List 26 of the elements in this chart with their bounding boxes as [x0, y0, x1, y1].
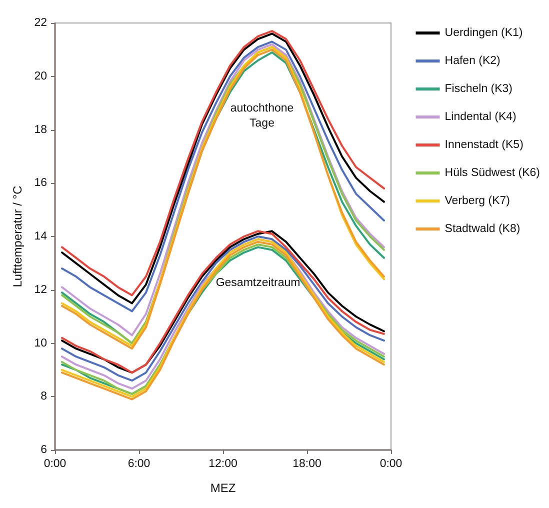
- legend-label: Hafen (K2): [444, 55, 501, 67]
- legend-label: Stadtwald (K8): [444, 223, 520, 235]
- x-tick-label: 0:00: [380, 458, 402, 470]
- x-tick-label: 6:00: [128, 458, 150, 470]
- x-axis-title: MEZ: [210, 481, 236, 495]
- y-tick-label: 16: [34, 177, 47, 190]
- legend-label: Verberg (K7): [444, 195, 510, 207]
- y-tick-label: 18: [34, 124, 47, 136]
- y-axis-title: Lufttemperatur / °C: [10, 185, 24, 288]
- x-tick-label: 18:00: [292, 458, 322, 470]
- y-tick-label: 22: [34, 17, 47, 29]
- y-tick-label: 10: [34, 337, 47, 350]
- legend-label: Innenstadt (K5): [444, 139, 524, 151]
- legend-label: Hüls Südwest (K6): [444, 167, 540, 179]
- legend-label: Uerdingen (K1): [444, 27, 523, 39]
- y-tick-label: 12: [34, 284, 47, 296]
- y-tick-label: 6: [40, 444, 47, 456]
- annotation: Gesamtzeitraum: [216, 277, 300, 289]
- legend-label: Lindental (K4): [444, 111, 517, 123]
- annotation: autochthone Tage: [230, 102, 294, 130]
- y-tick-label: 14: [34, 230, 48, 242]
- legend-label: Fischeln (K3): [444, 83, 513, 95]
- y-tick-label: 20: [34, 70, 47, 82]
- x-tick-label: 0:00: [44, 458, 66, 470]
- y-tick-label: 8: [40, 390, 47, 403]
- x-tick-label: 12:00: [208, 458, 238, 470]
